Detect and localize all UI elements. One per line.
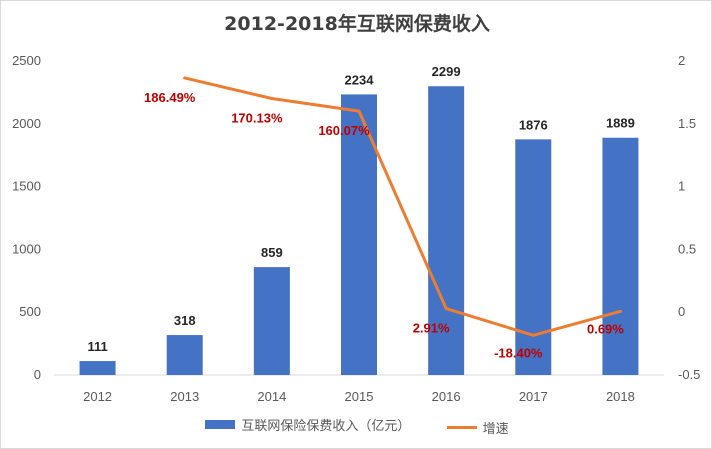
growth-point — [357, 109, 361, 113]
x-tick-label: 2017 — [519, 389, 548, 404]
x-tick-label: 2016 — [432, 389, 461, 404]
legend-swatch-line — [446, 426, 477, 429]
growth-data-label: -18.40% — [494, 345, 543, 360]
bar-data-label: 318 — [174, 313, 196, 328]
bar-data-label: 1876 — [519, 117, 548, 132]
y-left-tick-label: 0 — [34, 367, 41, 382]
y-left-tick-label: 500 — [19, 304, 41, 319]
legend-swatch-bar — [205, 420, 236, 429]
bar — [428, 86, 465, 375]
bar — [166, 335, 203, 375]
bar-data-label: 2234 — [345, 72, 375, 87]
growth-data-label: 186.49% — [144, 90, 196, 105]
y-right-tick-label: 1 — [678, 179, 685, 194]
y-right-tick-label: 1.5 — [678, 116, 696, 131]
bar-data-label: 1889 — [606, 116, 635, 131]
x-tick-label: 2018 — [606, 389, 635, 404]
chart-title: 2012-2018年互联网保费收入 — [224, 13, 490, 35]
legend-label-bar: 互联网保险保费收入（亿元） — [241, 419, 411, 434]
x-tick-label: 2012 — [83, 389, 112, 404]
y-right-tick-label: 0 — [678, 304, 685, 319]
growth-line — [184, 76, 621, 337]
growth-data-label: 2.91% — [413, 321, 450, 336]
growth-point — [444, 307, 448, 311]
bar — [602, 137, 639, 375]
growth-point — [618, 309, 622, 313]
bar-data-label: 111 — [87, 339, 107, 354]
y-right-tick-label: 0.5 — [678, 241, 696, 256]
bar — [253, 267, 290, 375]
legend-label-line: 增速 — [482, 422, 509, 437]
growth-data-label: 0.69% — [587, 321, 624, 336]
growth-point — [531, 333, 535, 337]
legend-item-bar: 互联网保险保费收入（亿元） — [205, 415, 410, 434]
growth-point — [270, 97, 274, 101]
y-right-tick-label: 2 — [678, 53, 685, 68]
x-tick-label: 2013 — [170, 389, 199, 404]
x-tick-label: 2014 — [257, 389, 286, 404]
y-left-tick-label: 1000 — [12, 241, 41, 256]
y-right-tick-label: -0.5 — [678, 367, 700, 382]
y-left-tick-label: 1500 — [12, 179, 41, 194]
growth-point — [183, 76, 187, 80]
y-left-tick-label: 2000 — [12, 116, 41, 131]
y-left-tick-label: 2500 — [12, 53, 41, 68]
bar-data-label: 2299 — [432, 64, 461, 79]
legend-item-line: 增速 — [446, 418, 509, 437]
x-tick-label: 2015 — [345, 389, 374, 404]
chart-legend: 互联网保险保费收入（亿元） 增速 — [1, 415, 711, 437]
growth-data-label: 160.07% — [318, 123, 370, 138]
growth-data-label: 170.13% — [231, 111, 283, 126]
bar — [79, 361, 116, 375]
bar-data-label: 859 — [261, 245, 283, 260]
bar — [515, 139, 552, 375]
